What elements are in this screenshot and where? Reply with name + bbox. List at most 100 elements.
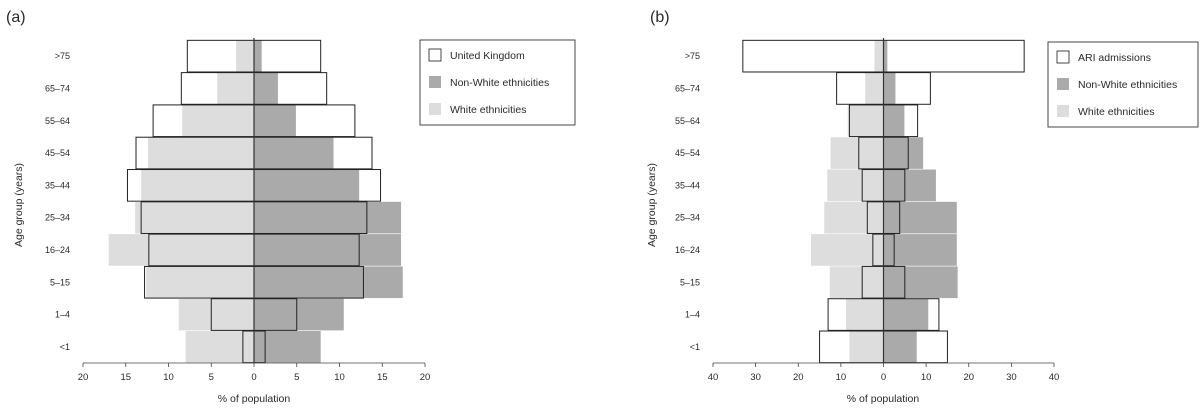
panel-b-legend-frame (1047, 41, 1199, 128)
x-tick-label: 30 (1006, 372, 1017, 383)
bar-white-ethnicities (874, 40, 884, 72)
legend-label: United Kingdom (450, 50, 525, 62)
y-tick-label: 55–64 (45, 116, 70, 126)
panel-a-y-axis-label: Age group (years) (13, 163, 25, 247)
panel-a-label: (a) (6, 9, 26, 26)
panel-b-x-axis-label: % of population (847, 393, 920, 405)
panel-a-y-ticks: >75 65–74 55–64 45–54 35–44 25–34 16–24 5–15 1–4… (45, 51, 70, 352)
x-tick-label: 5 (209, 372, 214, 383)
bar-white-ethnicities (141, 169, 254, 202)
x-tick-label: 40 (708, 372, 719, 383)
legend-swatch-dark (1057, 78, 1069, 90)
bar-non-white-ethnicities (883, 266, 958, 299)
panel-a-legend: United Kingdom Non-White ethnicities White… (419, 39, 576, 126)
bar-non-white-ethnicities (883, 234, 957, 266)
bar-non-white-ethnicities (254, 234, 402, 266)
panel-b-x-axis: 40 30 20 10 0 10 20 30 40 (708, 362, 1060, 383)
panel-b-y-ticks: >75 65–74 55–64 45–54 35–44 25–34 16–24 5–15 1–4… (675, 51, 700, 352)
x-tick-label: 20 (420, 372, 431, 383)
y-tick-label: 1–4 (685, 310, 700, 320)
legend-swatch-light (1057, 105, 1069, 117)
bar-non-white-ethnicities (254, 169, 360, 202)
x-tick-label: 10 (836, 372, 847, 383)
bar-non-white-ethnicities (254, 104, 296, 137)
bar-white-ethnicities (811, 234, 884, 266)
x-tick-label: 10 (921, 372, 932, 383)
x-tick-label: 15 (377, 372, 388, 383)
bar-white-ethnicities (847, 104, 884, 137)
y-tick-label: >75 (685, 51, 700, 61)
panel-a-legend-frame (419, 39, 576, 126)
bar-white-ethnicities (135, 201, 254, 234)
legend-swatch-light (429, 103, 441, 115)
bar-white-ethnicities (217, 72, 254, 105)
bar-non-white-ethnicities (254, 298, 344, 331)
x-tick-label: 30 (750, 372, 761, 383)
bar-non-white-ethnicities (254, 72, 278, 105)
legend-label: Non-White ethnicities (450, 77, 549, 89)
bar-non-white-ethnicities (254, 137, 334, 169)
x-tick-label: 0 (251, 372, 256, 383)
bar-non-white-ethnicities (254, 201, 402, 234)
bar-white-ethnicities (147, 137, 254, 169)
y-tick-label: >75 (55, 51, 70, 61)
y-tick-label: 45–54 (675, 148, 700, 158)
bar-white-ethnicities (185, 331, 254, 363)
legend-label: White ethnicities (450, 104, 526, 116)
bar-white-ethnicities (865, 72, 884, 105)
x-tick-label: 15 (120, 372, 131, 383)
panel-a-x-ticks: 20 15 10 5 0 5 10 15 20 (78, 363, 431, 383)
x-tick-label: 20 (963, 372, 974, 383)
bar-non-white-ethnicities (254, 266, 403, 299)
bar-non-white-ethnicities (883, 104, 905, 137)
panel-b-x-ticks: 40 30 20 10 0 10 20 30 40 (708, 363, 1060, 383)
panel-b-label: (b) (650, 9, 670, 26)
bar-white-ethnicities (827, 169, 884, 202)
bar-white-ethnicities (845, 298, 884, 331)
bar-white-ethnicities (824, 201, 884, 234)
bar-non-white-ethnicities (883, 137, 924, 169)
panel-a: (a) Age group (years) % of population >7… (6, 9, 576, 405)
bar-non-white-ethnicities (254, 40, 262, 72)
y-tick-label: <1 (690, 342, 700, 352)
x-tick-label: 0 (881, 372, 886, 383)
bar-non-white-ethnicities (883, 201, 957, 234)
bar-white-ethnicities (829, 266, 884, 299)
bar-white-ethnicities (108, 234, 255, 266)
y-tick-label: 5–15 (50, 277, 70, 287)
y-tick-label: 5–15 (680, 277, 700, 287)
y-tick-label: 65–74 (675, 83, 700, 93)
panel-b-y-axis-label: Age group (years) (646, 163, 658, 247)
bar-non-white-ethnicities (883, 169, 936, 202)
legend-swatch-outline (1056, 50, 1070, 64)
y-tick-label: 16–24 (675, 245, 700, 255)
panel-a-bars (108, 38, 403, 364)
bar-white-ethnicities (236, 40, 254, 72)
panel-b: (b) Age group (years) % of population >7… (646, 9, 1199, 405)
y-tick-label: 1–4 (55, 310, 70, 320)
y-tick-label: 55–64 (675, 116, 700, 126)
legend-swatch-dark (429, 76, 441, 88)
bar-white-ethnicities (830, 137, 884, 169)
bar-non-white-ethnicities (883, 298, 929, 331)
bar-non-white-ethnicities (883, 40, 888, 72)
panel-a-x-axis-label: % of population (218, 393, 291, 405)
legend-label: ARI admissions (1078, 52, 1151, 64)
x-tick-label: 20 (793, 372, 804, 383)
y-tick-label: 35–44 (45, 180, 70, 190)
bar-white-ethnicities (178, 298, 254, 331)
bar-non-white-ethnicities (254, 331, 321, 363)
x-tick-label: 10 (334, 372, 345, 383)
bar-white-ethnicities (146, 266, 254, 299)
legend-label: Non-White ethnicities (1078, 79, 1177, 91)
panel-b-legend: ARI admissions Non-White ethnicities White… (1047, 41, 1199, 128)
x-tick-label: 40 (1049, 372, 1060, 383)
bar-non-white-ethnicities (883, 331, 917, 363)
bar-non-white-ethnicities (883, 72, 896, 105)
bar-white-ethnicities (849, 331, 884, 363)
legend-label: White ethnicities (1078, 106, 1154, 118)
y-tick-label: 35–44 (675, 180, 700, 190)
y-tick-label: 25–34 (675, 213, 700, 223)
x-tick-label: 20 (78, 372, 89, 383)
